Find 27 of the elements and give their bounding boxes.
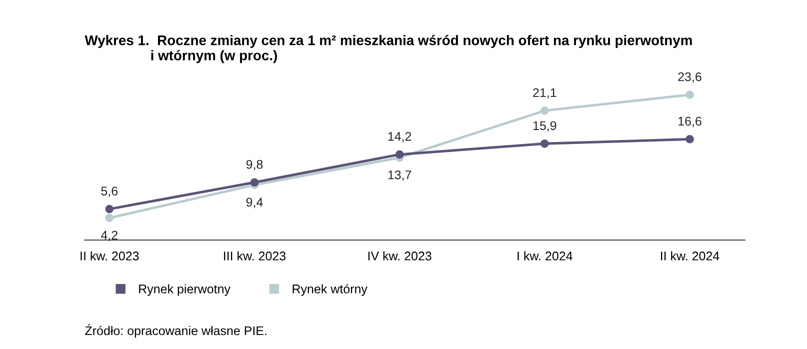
x-tick-label: III kw. 2023 bbox=[224, 251, 286, 260]
legend-label: Rynek pierwotny bbox=[139, 284, 230, 296]
data-label: 9,4 bbox=[246, 198, 263, 208]
point bbox=[395, 150, 404, 159]
text: Źródło: opracowanie własne PIE. bbox=[85, 324, 266, 338]
data-label: 9,8 bbox=[246, 160, 263, 170]
x-tick-label: IV kw. 2023 bbox=[368, 251, 432, 260]
data-label: 21,1 bbox=[533, 88, 556, 99]
x-tick-label: II kw. 2023 bbox=[80, 251, 139, 260]
point bbox=[250, 178, 259, 187]
chart-title: Wykres 1. Roczne zmiany cen za 1 m² mieszkania wśród nowych ofert na rynku pierwotnym i wtórnym (w proc.) bbox=[84, 34, 692, 64]
data-label: 5,6 bbox=[101, 186, 118, 197]
point bbox=[540, 139, 549, 148]
data-label: 4,2 bbox=[101, 230, 118, 242]
point bbox=[686, 90, 694, 99]
point bbox=[686, 135, 694, 144]
legend-label: Rynek wtórny bbox=[292, 284, 368, 296]
x-tick-label: II kw. 2024 bbox=[661, 251, 720, 260]
data-label: 16,6 bbox=[678, 116, 702, 128]
data-label: 13,7 bbox=[388, 170, 412, 181]
point bbox=[105, 204, 114, 214]
data-label: 15,9 bbox=[533, 121, 556, 132]
point bbox=[105, 214, 114, 222]
data-label: 23,6 bbox=[678, 72, 702, 83]
point bbox=[540, 106, 549, 115]
x-tick-label: I kw. 2024 bbox=[518, 251, 572, 260]
data-label: 14,2 bbox=[388, 132, 412, 142]
